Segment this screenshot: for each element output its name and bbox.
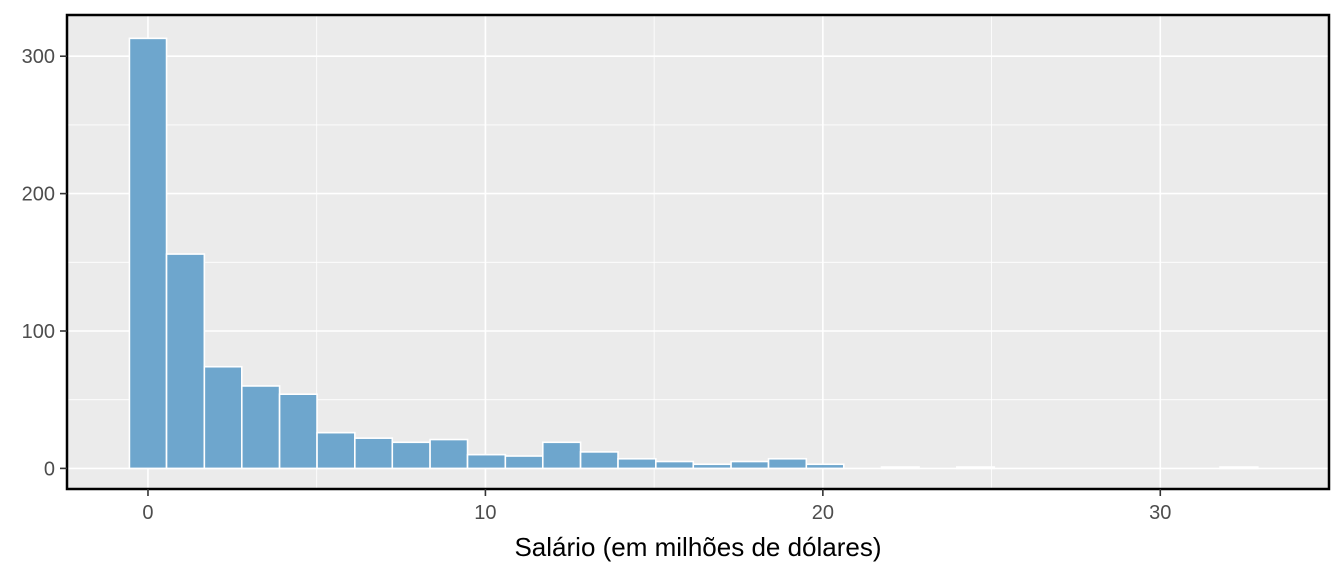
- histogram-bar: [354, 437, 394, 470]
- histogram-bar: [203, 365, 243, 470]
- histogram-bar: [617, 457, 657, 470]
- histogram-bar: [956, 466, 996, 470]
- histogram-bar: [278, 393, 318, 470]
- histogram-bar: [165, 253, 206, 470]
- plot-frame: [65, 13, 1331, 491]
- histogram-bar: [128, 37, 168, 470]
- y-tick-label: 300: [22, 46, 55, 68]
- histogram-bar: [391, 441, 431, 470]
- histogram-bar: [541, 441, 582, 470]
- histogram-bar: [316, 431, 356, 470]
- y-tick-label: 0: [44, 458, 55, 480]
- x-axis-title: Salário (em milhões de dólares): [514, 532, 881, 562]
- x-tick-label: 0: [142, 502, 153, 524]
- histogram-bar: [429, 438, 469, 470]
- y-tick-label: 100: [22, 321, 55, 343]
- x-tick-label: 20: [812, 502, 834, 524]
- histogram-bar: [692, 463, 732, 470]
- histogram-bar: [504, 455, 544, 470]
- histogram-bar: [466, 453, 507, 470]
- histogram-bar: [805, 463, 845, 470]
- histogram-bar: [1219, 466, 1259, 470]
- x-tick-label: 30: [1149, 502, 1171, 524]
- histogram-bar: [655, 460, 695, 470]
- histogram-bar: [579, 451, 619, 470]
- x-axis: 0 10 20 30: [142, 489, 1171, 524]
- y-axis: 0 100 200 300: [22, 46, 67, 480]
- x-tick-label: 10: [474, 502, 496, 524]
- y-tick-label: 200: [22, 184, 55, 206]
- histogram-bar: [880, 466, 920, 470]
- histogram-bar: [240, 385, 281, 470]
- histogram-bar: [730, 460, 770, 470]
- histogram-bars: [128, 37, 1259, 470]
- histogram-bar: [767, 457, 808, 470]
